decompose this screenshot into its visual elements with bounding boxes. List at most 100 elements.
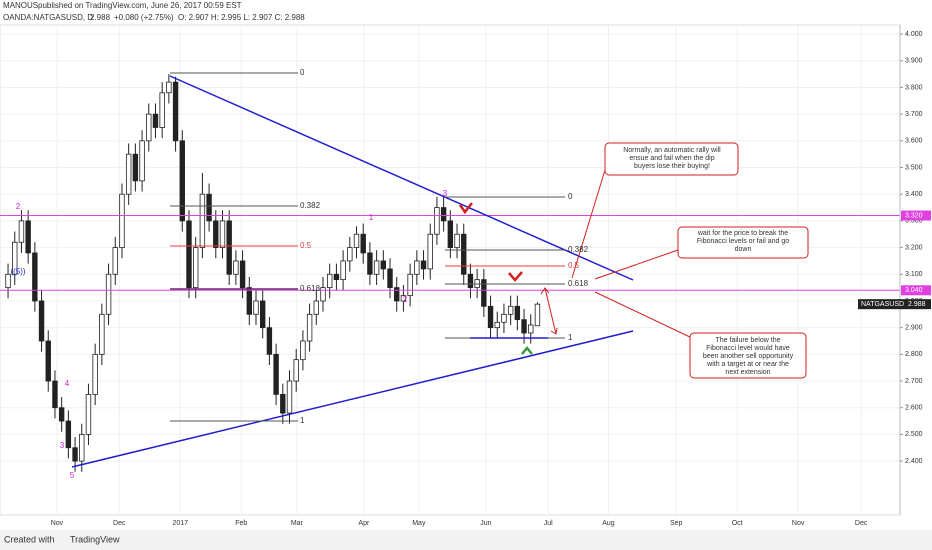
note-text: Fibonacci level would have xyxy=(706,345,790,352)
last-price-label: 2.988 xyxy=(908,301,926,308)
y-tick-label: 2.400 xyxy=(905,458,923,465)
fib-label: 0.5 xyxy=(568,261,580,270)
symbol: OANDA:NATGASUSD, D xyxy=(3,13,93,22)
axes: 2.4002.5002.6002.7002.8002.9003.0003.100… xyxy=(51,31,931,527)
check-mark xyxy=(458,202,473,215)
drawings xyxy=(71,72,809,468)
candle-body xyxy=(286,380,293,414)
candle-body xyxy=(521,319,527,334)
wave-label: 2 xyxy=(403,295,408,304)
candle-body xyxy=(206,193,212,222)
candle-body xyxy=(226,220,232,275)
candle-body xyxy=(340,260,346,281)
fib-label: 1 xyxy=(300,416,305,425)
price-tag-label: 3.320 xyxy=(905,212,923,219)
fib-label: 0.382 xyxy=(568,245,589,254)
ohlc: O: 2.907 H: 2.995 L: 2.907 C: 2.988 xyxy=(178,13,305,22)
price-tag xyxy=(901,210,931,221)
candle-body xyxy=(347,247,353,262)
check-mark xyxy=(508,271,523,282)
candle-body xyxy=(300,340,306,361)
note-box xyxy=(689,332,807,379)
y-tick-label: 3.900 xyxy=(905,58,923,65)
wave-label: 3 xyxy=(443,189,448,198)
candle-body xyxy=(112,247,118,275)
arrowhead xyxy=(550,327,558,335)
fib-label: 1 xyxy=(568,333,573,342)
arrow xyxy=(544,287,557,335)
fib-label: 0.618 xyxy=(300,284,321,293)
candle-body xyxy=(293,359,299,382)
author: MANOUS xyxy=(3,1,38,10)
x-tick-label: Nov xyxy=(792,520,805,527)
candle-body xyxy=(253,300,259,315)
x-tick-label: Sep xyxy=(670,520,683,527)
candle-body xyxy=(79,434,85,462)
y-tick-label: 3.700 xyxy=(905,111,923,118)
candle-body xyxy=(159,92,165,128)
candle-body xyxy=(434,207,440,235)
y-tick-label: 2.500 xyxy=(905,431,923,438)
candle-body xyxy=(394,287,400,302)
candle-body xyxy=(152,113,159,128)
y-tick-label: 3.200 xyxy=(905,244,923,251)
candle-body xyxy=(467,273,474,289)
candle-body xyxy=(146,113,152,142)
candle-body xyxy=(172,81,179,142)
caret xyxy=(521,346,533,355)
last: 2.988 xyxy=(90,13,111,22)
wave-label: 3 xyxy=(60,441,65,450)
candle-body xyxy=(58,407,65,422)
candle-body xyxy=(360,233,366,254)
note-text: been another sell opportunity xyxy=(703,353,794,360)
y-tick-label: 3.600 xyxy=(905,138,923,145)
candle-body xyxy=(487,305,494,329)
candle-body xyxy=(38,300,45,342)
candle-body xyxy=(501,313,507,323)
note-text: next extension xyxy=(725,369,770,376)
candle-body xyxy=(333,273,340,281)
callout-line xyxy=(594,249,679,280)
note-text: buyers lose their buying! xyxy=(634,163,710,170)
wave-label: 1 xyxy=(369,213,374,222)
price-axis xyxy=(900,25,932,515)
note-text: Normally, an automatic rally will xyxy=(623,147,721,154)
candle-body xyxy=(199,193,206,248)
candle-body xyxy=(213,220,219,248)
candle-body xyxy=(18,220,25,243)
last-price-tag xyxy=(858,299,931,310)
x-tick-label: Jun xyxy=(480,520,491,527)
change: +0.080 (+2.75%) xyxy=(114,13,174,22)
candle-body xyxy=(45,340,51,382)
x-tick-label: Jul xyxy=(544,520,553,527)
candle-body xyxy=(5,273,11,289)
y-tick-label: 2.600 xyxy=(905,405,923,412)
candle-body xyxy=(514,305,521,321)
fib-label: 0.618 xyxy=(568,279,589,288)
note-text: Fibonacci levels or fail and go xyxy=(697,238,789,245)
grid xyxy=(0,25,900,515)
candle-body xyxy=(367,252,373,275)
callout-line xyxy=(571,169,606,279)
candle-body xyxy=(306,313,313,342)
x-tick-label: Nov xyxy=(51,520,64,527)
candle-body xyxy=(25,220,31,254)
candle-body xyxy=(246,287,252,315)
candle-body xyxy=(461,233,467,275)
candle-body xyxy=(105,273,112,315)
candle-body xyxy=(273,353,279,395)
candle-body xyxy=(99,313,105,355)
labels: 0 0 0.382 0.382 0.5 0.5 0.618 0.618 1 1 2 ((5)) 4 3 5 1… xyxy=(10,68,793,480)
candle-body xyxy=(139,140,145,182)
candle-body xyxy=(320,287,326,302)
candle-body xyxy=(414,260,420,275)
candle-body xyxy=(528,324,534,334)
wave-label: 2 xyxy=(16,202,21,211)
candle-body xyxy=(387,268,393,289)
y-tick-label: 2.900 xyxy=(905,324,923,331)
candle-body xyxy=(119,193,125,248)
candle-body xyxy=(259,300,266,329)
price-tag-label: 3.040 xyxy=(905,287,923,294)
price-tag xyxy=(901,285,931,296)
footer-created: Created with xyxy=(4,534,55,544)
